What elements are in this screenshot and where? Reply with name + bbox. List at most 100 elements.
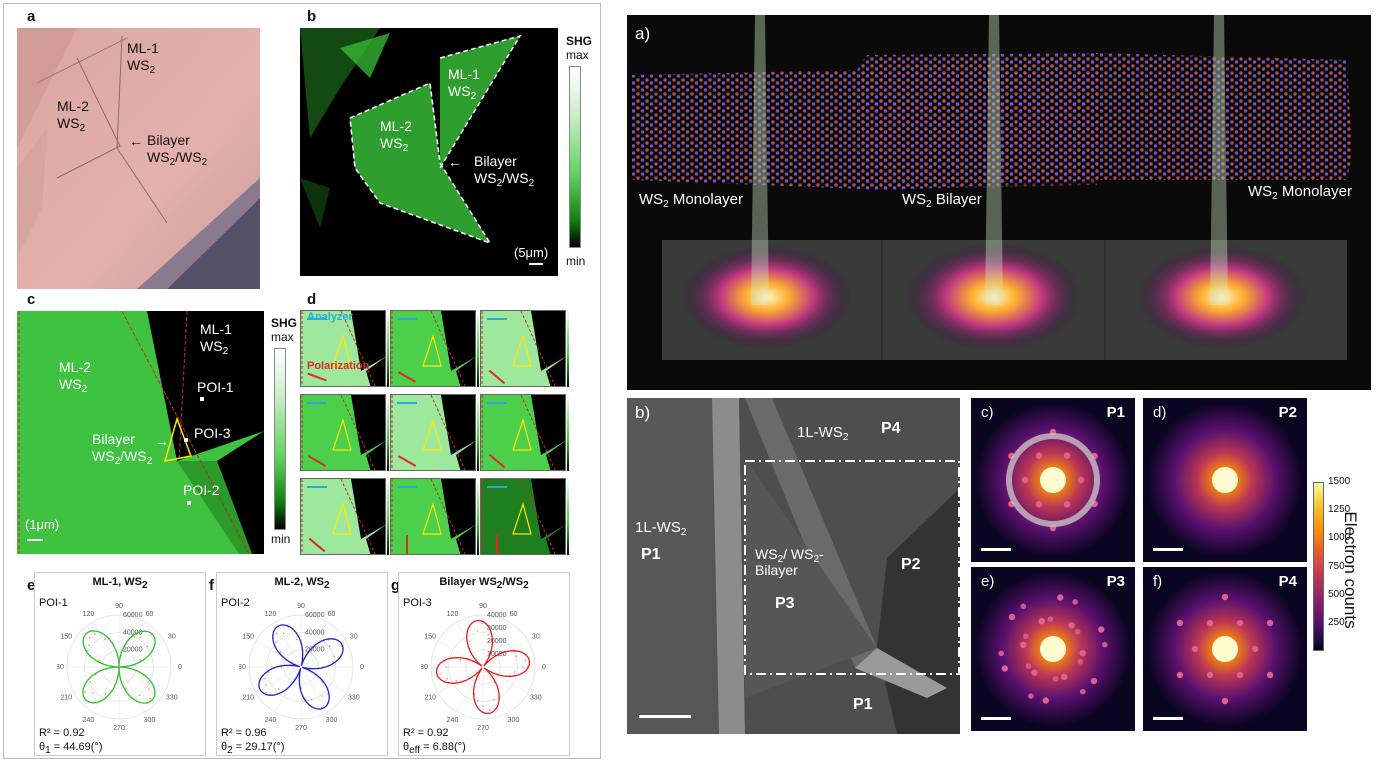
polar-angle-tick: 180: [421, 664, 428, 671]
arrow-left-icon: ←: [448, 154, 462, 170]
polar-angle-tick: 330: [166, 695, 178, 702]
diffraction-label: e): [981, 573, 995, 590]
polar-angle-tick: 0: [178, 664, 182, 671]
diffraction-tile-p4: f) P4: [1143, 567, 1307, 731]
polar-radius-tick: 20000: [123, 647, 143, 654]
polar-angle-tick: 90: [297, 603, 305, 610]
diffraction-schematic: a) WS2 Monolayer WS2 Bilayer WS2 Monolay…: [627, 15, 1371, 390]
polar-plot-r2: R² = 0.92: [403, 727, 449, 739]
polar-angle-tick: 150: [424, 634, 436, 641]
colorbar-tick-label: 250: [1328, 616, 1345, 628]
polar-angle-tick: 30: [532, 634, 540, 641]
polar-plot-title: ML-2, WS2: [274, 576, 330, 591]
ml2-label: ML-2 WS2: [57, 98, 89, 134]
polar-angle-tick: 150: [242, 634, 254, 641]
ml2-label-b: ML-2 WS2: [380, 118, 412, 154]
polarization-grid: Analyzer Polarization: [300, 310, 576, 555]
diffraction-tile-image: [971, 398, 1135, 562]
panel-a-right-label: a): [635, 24, 651, 43]
polar-plot-title: Bilayer WS2/WS2: [439, 576, 529, 591]
polar-plot-f: ML-2, WS2 POI-2 90 120 60 150 30 180 0 210 330 240 3…: [216, 572, 388, 756]
ml1-label-c: ML-1 WS2: [200, 321, 232, 357]
scale-label-b: (5μm): [514, 245, 549, 260]
polarization-tile-image: [481, 479, 565, 554]
diffraction-tile-image: [1143, 398, 1307, 562]
polar-angle-tick: 330: [348, 695, 360, 702]
panel-c-label: c: [27, 291, 36, 308]
colorbar-tick-label: 750: [1328, 560, 1345, 572]
polarization-label: Polarization: [307, 360, 370, 372]
polar-angle-tick: 180: [57, 664, 64, 671]
scale-label-c: (1μm): [25, 517, 60, 532]
polar-plot-theta: θ2 = 29.17(°): [221, 741, 285, 756]
shg-colorbar-c-max: max: [271, 330, 294, 344]
shg-map-image: [300, 28, 543, 265]
polar-angle-tick: 120: [265, 611, 277, 618]
electron-colorbar-title: Electron counts: [1341, 511, 1360, 629]
poi3-label: POI-3: [194, 425, 231, 441]
polar-angle-tick: 180: [239, 664, 246, 671]
shg-zoom-map-image: [18, 311, 264, 554]
region-left-label: 1L-WS2: [635, 519, 687, 538]
polar-angle-tick: 90: [115, 603, 123, 610]
diffraction-schematic-image: [632, 15, 1352, 360]
shg-colorbar-c: [274, 348, 286, 530]
diffraction-tile-image: [971, 567, 1135, 731]
scale-bar: [1153, 548, 1183, 551]
polarization-tile: [480, 394, 566, 471]
polarization-tile-colorbar: [477, 394, 479, 471]
polar-radius-tick: 20000: [487, 638, 507, 645]
diffraction-tile-image: [1143, 567, 1307, 731]
poi1-label: POI-1: [197, 379, 234, 395]
polarization-tile-image: [301, 311, 385, 386]
polar-radius-tick: 60000: [305, 612, 325, 619]
polar-angle-tick: 120: [83, 611, 95, 618]
left-figure-frame: [3, 3, 601, 759]
scale-bar: [639, 715, 691, 718]
poi2-label: POI-2: [183, 482, 220, 498]
polar-plot-r2: R² = 0.92: [39, 727, 85, 739]
diffraction-label: c): [981, 404, 994, 421]
panel-g-label: g: [391, 577, 401, 594]
polar-plot-r2: R² = 0.96: [221, 727, 267, 739]
bilayer-label-c: Bilayer WS2/WS2: [92, 431, 153, 467]
bilayer-label-b: Bilayer WS2/WS2: [474, 153, 535, 189]
polar-radius-tick: 10000: [487, 651, 507, 658]
bilayer-center-label: WS2 Bilayer: [902, 191, 982, 210]
ml2-label-c: ML-2 WS2: [59, 359, 91, 395]
polar-angle-tick: 270: [477, 725, 489, 732]
polar-angle-tick: 300: [326, 717, 338, 724]
arrow-left-icon: ←: [129, 133, 143, 149]
polar-angle-tick: 60: [328, 611, 336, 618]
diffraction-tile-p1: c) P1: [971, 398, 1135, 562]
polar-plot-e-chart: 90 120 60 150 30 180 0 210 330 240 300 270 60000 4000…: [57, 603, 182, 732]
diffraction-point-label: P2: [1278, 404, 1297, 421]
panel-e-label: e: [27, 577, 36, 594]
colorbar-tick-label: 1000: [1328, 532, 1351, 544]
polarization-tile-image: [481, 395, 565, 470]
panel-d-label: d: [307, 291, 317, 308]
shg-colorbar-b: [569, 66, 581, 248]
polarization-tile: [390, 310, 476, 387]
polar-angle-tick: 30: [168, 634, 176, 641]
panel-b-right-label: b): [635, 403, 651, 422]
electron-colorbar: [1313, 482, 1324, 651]
stem-image-image: [627, 398, 960, 734]
polar-plot-poi: POI-1: [39, 597, 68, 609]
polarization-tile: [300, 310, 386, 387]
panel-a-label: a: [27, 8, 36, 25]
polarization-tile-colorbar: [477, 310, 479, 387]
polar-angle-tick: 90: [479, 603, 487, 610]
shg-colorbar-c-min: min: [271, 532, 291, 546]
diffraction-label: d): [1153, 404, 1167, 421]
polarization-tile-colorbar: [567, 394, 569, 471]
panel-f-label: f: [209, 577, 214, 594]
region-top-label: 1L-WS2: [797, 424, 849, 443]
polar-angle-tick: 120: [447, 611, 459, 618]
polarization-tile-image: [301, 395, 385, 470]
polarization-tile-image: [391, 479, 475, 554]
shg-map: ML-1 WS2 ML-2 WS2 ← Bilayer WS2/WS2 (5μm): [300, 28, 558, 276]
polar-angle-tick: 240: [83, 717, 95, 724]
polar-angle-tick: 150: [60, 634, 72, 641]
shg-zoom-map: ML-1 WS2 ML-2 WS2 POI-1 POI-3 POI-2 Bilaye…: [17, 311, 264, 554]
